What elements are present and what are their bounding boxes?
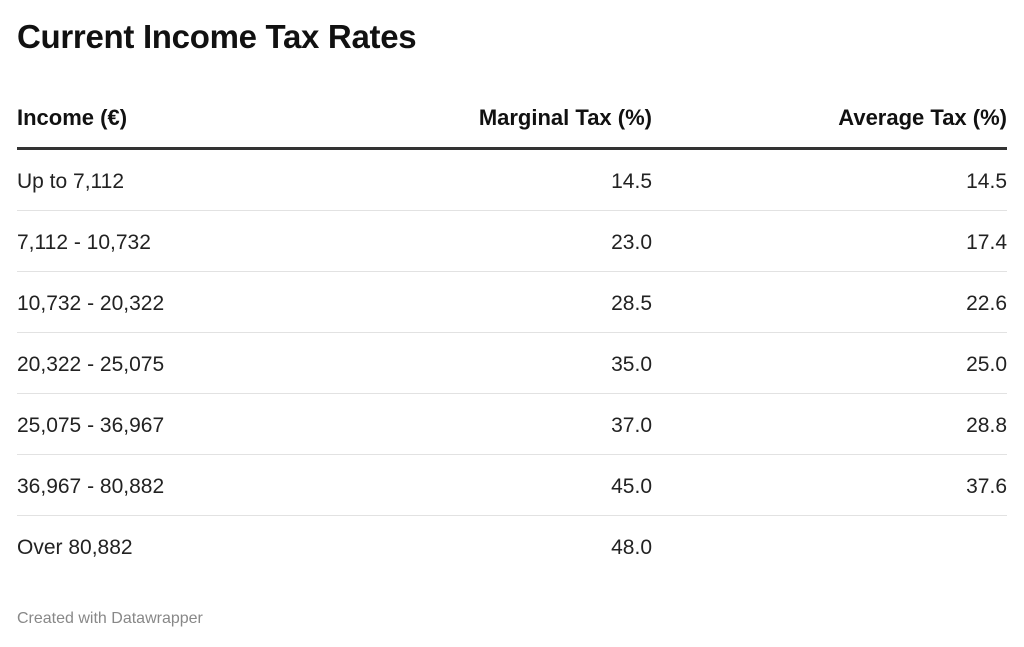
- row-divider: [17, 332, 1007, 333]
- table-cell: 25,075 - 36,967: [17, 414, 165, 437]
- column-header: Marginal Tax (%): [478, 105, 652, 130]
- table-cell: 22.6: [966, 292, 1007, 315]
- row-divider: [17, 515, 1007, 516]
- table-cell: 28.8: [966, 414, 1007, 437]
- header-rule: [17, 147, 1007, 150]
- table-cell: 25.0: [966, 353, 1007, 376]
- credit: Created with Datawrapper: [17, 610, 203, 627]
- row-divider: [17, 454, 1007, 455]
- table-cell: 37.0: [611, 414, 652, 437]
- table-cell: 37.6: [966, 475, 1007, 498]
- column-header: Average Tax (%): [838, 105, 1007, 130]
- table-cell: 17.4: [966, 231, 1007, 254]
- table-cell: 36,967 - 80,882: [17, 475, 165, 498]
- table-cell: 10,732 - 20,322: [17, 292, 165, 315]
- row-divider: [17, 271, 1007, 272]
- table-cell: 45.0: [611, 475, 652, 498]
- table-cell: 20,322 - 25,075: [17, 353, 165, 376]
- row-divider: [17, 210, 1007, 211]
- column-header: Income (€): [17, 105, 128, 130]
- table-cell: 35.0: [611, 353, 652, 376]
- table-cell: Up to 7,112: [17, 170, 125, 193]
- table-cell: 14.5: [966, 170, 1007, 193]
- table-cell: 7,112 - 10,732: [17, 231, 151, 254]
- title: Current Income Tax Rates: [17, 18, 417, 55]
- row-divider: [17, 393, 1007, 394]
- table-cell: Over 80,882: [17, 536, 133, 559]
- table-cell: 28.5: [611, 292, 652, 315]
- table-cell: 14.5: [611, 170, 652, 193]
- table-cell: 23.0: [611, 231, 652, 254]
- table-cell: 48.0: [611, 536, 652, 559]
